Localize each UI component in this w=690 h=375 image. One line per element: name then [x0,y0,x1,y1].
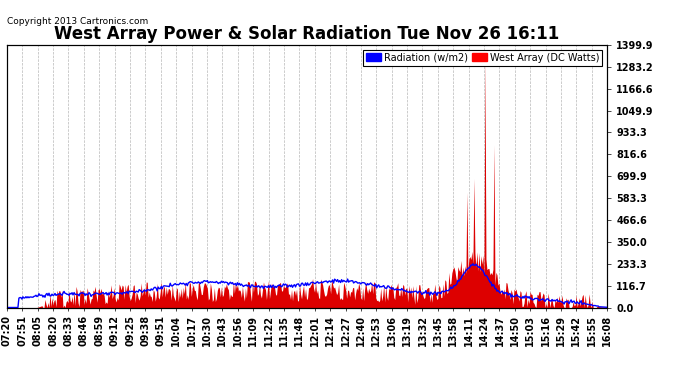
Title: West Array Power & Solar Radiation Tue Nov 26 16:11: West Array Power & Solar Radiation Tue N… [55,26,560,44]
Legend: Radiation (w/m2), West Array (DC Watts): Radiation (w/m2), West Array (DC Watts) [363,50,602,66]
Text: Copyright 2013 Cartronics.com: Copyright 2013 Cartronics.com [7,17,148,26]
